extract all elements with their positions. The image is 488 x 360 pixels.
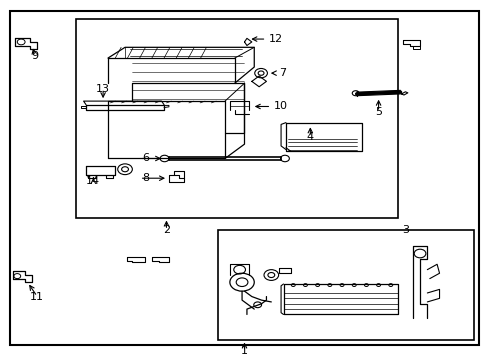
Text: 2: 2 — [163, 225, 170, 235]
Bar — [217, 230, 473, 339]
Text: 3: 3 — [401, 225, 408, 235]
Text: 9: 9 — [31, 51, 39, 61]
Text: 14: 14 — [86, 176, 100, 186]
Text: 6: 6 — [142, 153, 149, 163]
Text: 10: 10 — [273, 102, 287, 112]
Text: 4: 4 — [306, 132, 313, 142]
Text: 12: 12 — [268, 34, 283, 44]
Text: 1: 1 — [241, 346, 247, 356]
Text: 8: 8 — [142, 173, 149, 183]
Text: 5: 5 — [374, 107, 381, 117]
Text: 7: 7 — [278, 68, 285, 78]
Bar — [76, 19, 397, 218]
Text: 11: 11 — [30, 292, 44, 302]
Text: 13: 13 — [96, 84, 110, 94]
